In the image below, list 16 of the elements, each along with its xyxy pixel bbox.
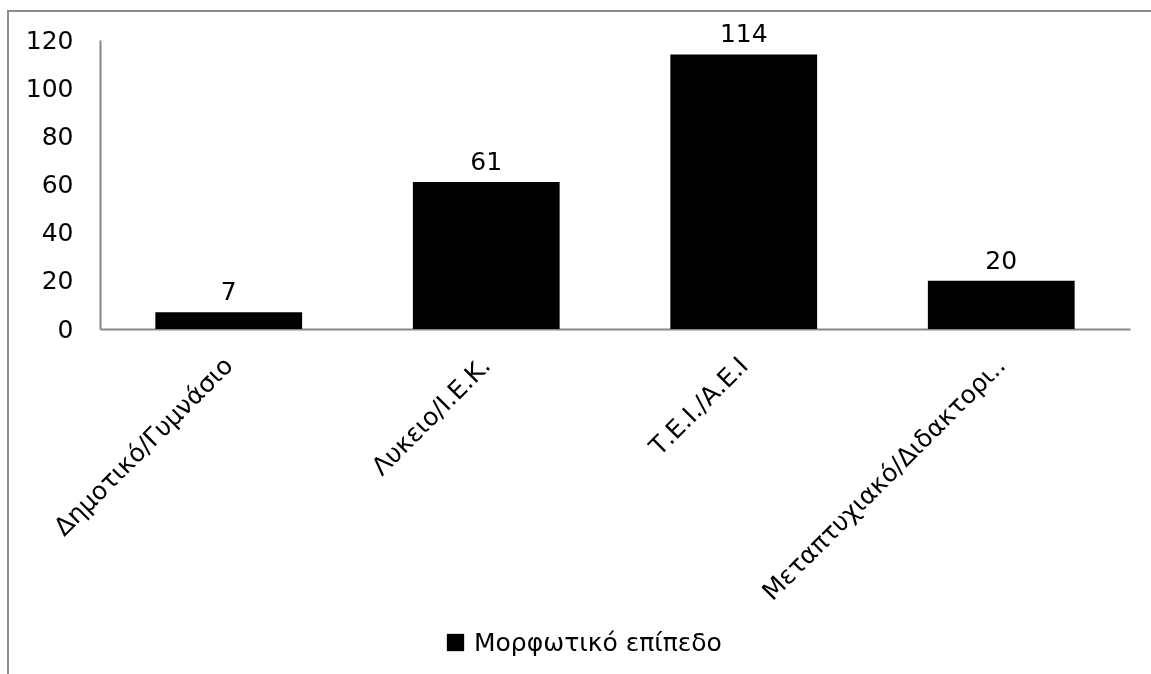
data-label: 20 — [985, 245, 1018, 275]
y-tick-label: 100 — [25, 73, 74, 103]
bar — [927, 280, 1075, 329]
y-tick-label: 80 — [41, 121, 74, 151]
y-tick-label: 60 — [41, 170, 74, 199]
y-tick-label: 20 — [41, 266, 74, 296]
bar — [670, 54, 818, 329]
bar — [412, 182, 560, 329]
data-label: 114 — [719, 19, 768, 49]
data-label: 61 — [470, 147, 503, 177]
y-tick-label: 40 — [41, 218, 74, 248]
bar — [155, 312, 303, 329]
y-tick-label: 0 — [57, 314, 74, 344]
data-label: 7 — [220, 277, 237, 307]
legend-label: Μορφωτικό επίπεδο — [474, 627, 722, 657]
y-tick-label: 120 — [25, 25, 74, 55]
